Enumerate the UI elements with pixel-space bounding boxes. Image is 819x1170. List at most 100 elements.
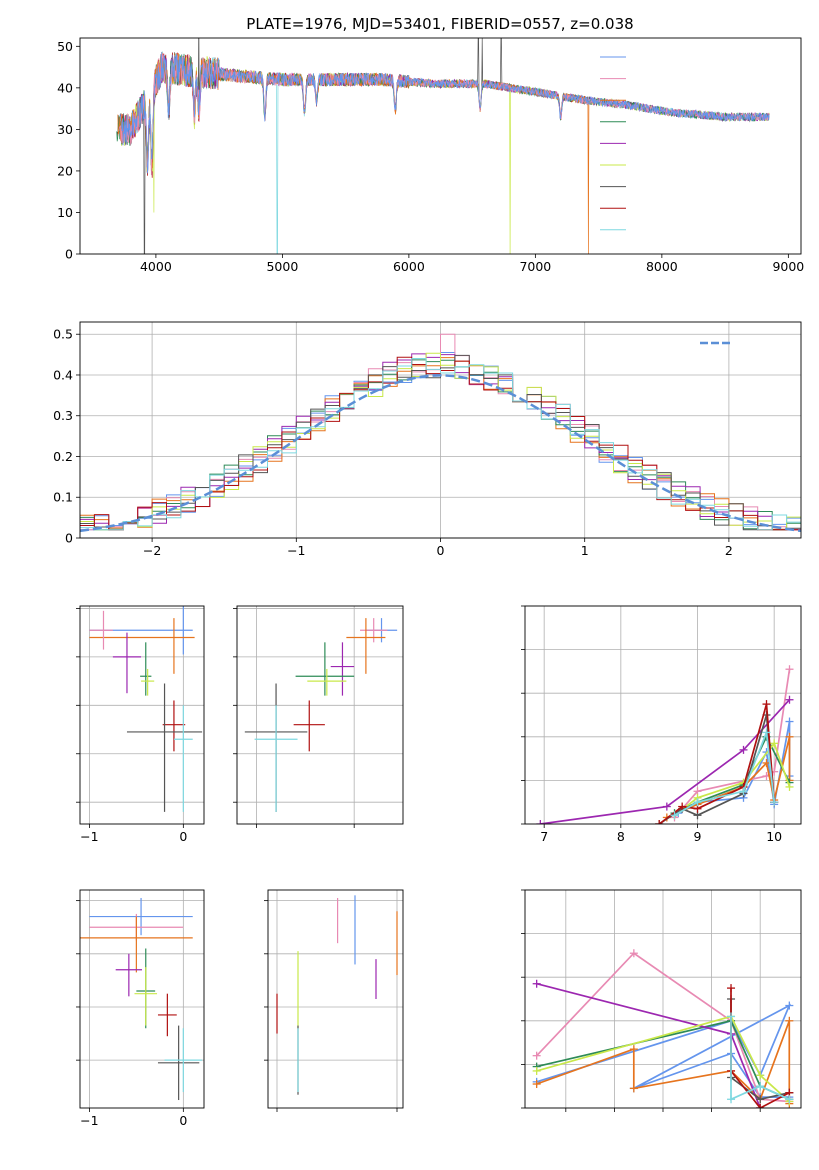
error-bar-point — [360, 618, 388, 643]
x-tick-label: 4000 — [140, 259, 172, 274]
error-bar-point — [89, 610, 113, 650]
plot-area — [80, 897, 203, 1101]
weight-marker — [629, 1084, 638, 1093]
error-bar-point — [141, 668, 155, 696]
y-tick-label: 0.1 — [53, 490, 73, 505]
weight-marker — [785, 717, 794, 726]
weight-marker — [662, 802, 671, 811]
y-tick-label: 0.2 — [53, 449, 73, 464]
error-bar-point — [157, 993, 177, 1037]
x-tick-label: 6000 — [393, 259, 425, 274]
error-bar-point — [293, 700, 325, 752]
x-tick-label: 10 — [766, 829, 782, 844]
axes-frame — [267, 889, 404, 1109]
weight-marker — [670, 811, 679, 820]
weight-marker — [693, 798, 702, 807]
error-bar-point — [162, 700, 186, 752]
weight-marker — [770, 739, 779, 748]
x-tick-label: 9000 — [772, 259, 804, 274]
plot-area — [532, 949, 794, 1108]
weight-marker — [629, 1045, 638, 1054]
mass-vs-metallicity-panel: −1 0 — [76, 889, 205, 1128]
legend — [600, 56, 626, 231]
error-bar-point — [80, 916, 193, 973]
axes-frame — [79, 37, 802, 255]
histogram-step — [80, 358, 801, 531]
error-bar-point — [164, 1028, 203, 1093]
normal-curve — [80, 374, 801, 533]
x-tick-label: 8000 — [646, 259, 678, 274]
error-bar-point — [157, 1025, 200, 1101]
weight-marker — [532, 979, 541, 988]
axes-frame — [79, 889, 205, 1109]
weight-series-line — [730, 1016, 790, 1101]
x-tick-label: −2 — [143, 543, 161, 558]
weight-marker — [727, 1012, 736, 1021]
plot-area — [89, 606, 203, 812]
x-tick-label: −1 — [287, 543, 305, 558]
age-vs-mass-panel — [233, 605, 404, 828]
x-tick-label: 1 — [581, 543, 589, 558]
weight-marker — [762, 728, 771, 737]
spectrum-line — [119, 52, 770, 174]
weight-vs-metallicity-panel — [521, 889, 802, 1112]
x-tick-label: 0 — [179, 1113, 187, 1128]
plot-area — [276, 895, 398, 1095]
weight-marker — [532, 1051, 541, 1060]
residual-histogram-panel: −2 −1 0 1 2 0 0.1 0.2 0.3 0.4 0.5 — [53, 321, 802, 558]
weight-marker — [785, 1016, 794, 1025]
weight-marker — [785, 695, 794, 704]
axes-frame — [524, 889, 802, 1109]
y-tick-label: 0.3 — [53, 408, 73, 423]
weight-marker — [785, 732, 794, 741]
error-bar-point — [307, 668, 347, 696]
axes-frame — [524, 605, 802, 825]
y-tick-label: 30 — [57, 122, 73, 137]
weight-series-line — [540, 699, 791, 824]
spectrum-panel: 4000 5000 6000 7000 8000 9000 0 10 20 30 40 50 — [57, 37, 804, 274]
weight-series-line — [536, 1015, 790, 1103]
x-tick-label: 9 — [694, 829, 702, 844]
plot-area — [536, 665, 794, 824]
x-tick-label: 0 — [437, 543, 445, 558]
weight-marker — [532, 1066, 541, 1075]
axes-frame — [79, 321, 802, 539]
axes-frame — [236, 605, 404, 825]
age-vs-metallicity-panel: −1 0 — [76, 605, 205, 844]
weight-marker — [629, 949, 638, 958]
mass-vs-ebv-panel — [264, 889, 404, 1112]
error-bar-point — [89, 897, 193, 936]
weight-marker — [770, 798, 779, 807]
error-bar-point — [126, 683, 203, 812]
weight-marker — [756, 1104, 765, 1108]
weight-marker — [532, 1080, 541, 1089]
x-tick-label: −1 — [80, 1113, 98, 1128]
weight-marker — [536, 820, 545, 824]
plot-area — [116, 38, 770, 254]
error-bar-point — [134, 967, 158, 1026]
spectrum-line — [118, 38, 770, 254]
error-bar-point — [89, 618, 195, 674]
y-tick-label: 0.4 — [53, 367, 73, 382]
weight-marker — [785, 665, 794, 674]
x-tick-label: 7 — [540, 829, 548, 844]
weight-marker — [655, 820, 664, 824]
histogram-step — [80, 356, 801, 531]
x-tick-label: −1 — [80, 829, 98, 844]
weight-series-line — [658, 703, 776, 824]
weight-marker — [785, 1095, 794, 1104]
error-bar-point — [173, 705, 193, 812]
weight-marker — [678, 802, 687, 811]
weight-vs-age-panel: 7 8 9 10 — [521, 605, 802, 844]
plot-area — [244, 618, 398, 812]
error-bar-point — [115, 953, 142, 997]
weight-marker — [727, 1095, 736, 1104]
weight-marker — [739, 787, 748, 796]
y-tick-label: 0.5 — [53, 327, 73, 342]
y-tick-label: 20 — [57, 163, 73, 178]
weight-marker — [739, 745, 748, 754]
error-bar-point — [140, 642, 152, 696]
error-bar-point — [254, 705, 298, 812]
weight-marker — [785, 782, 794, 791]
